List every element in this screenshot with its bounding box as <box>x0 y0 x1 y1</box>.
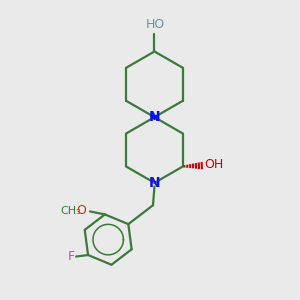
Polygon shape <box>151 116 158 119</box>
Text: methoxy: methoxy <box>78 210 85 211</box>
Text: O: O <box>76 204 86 217</box>
Text: F: F <box>68 250 75 263</box>
Text: CH₃: CH₃ <box>61 206 82 215</box>
Text: N: N <box>149 176 160 190</box>
Text: N: N <box>149 110 160 124</box>
Text: OH: OH <box>204 158 224 171</box>
Text: HO: HO <box>146 18 165 31</box>
